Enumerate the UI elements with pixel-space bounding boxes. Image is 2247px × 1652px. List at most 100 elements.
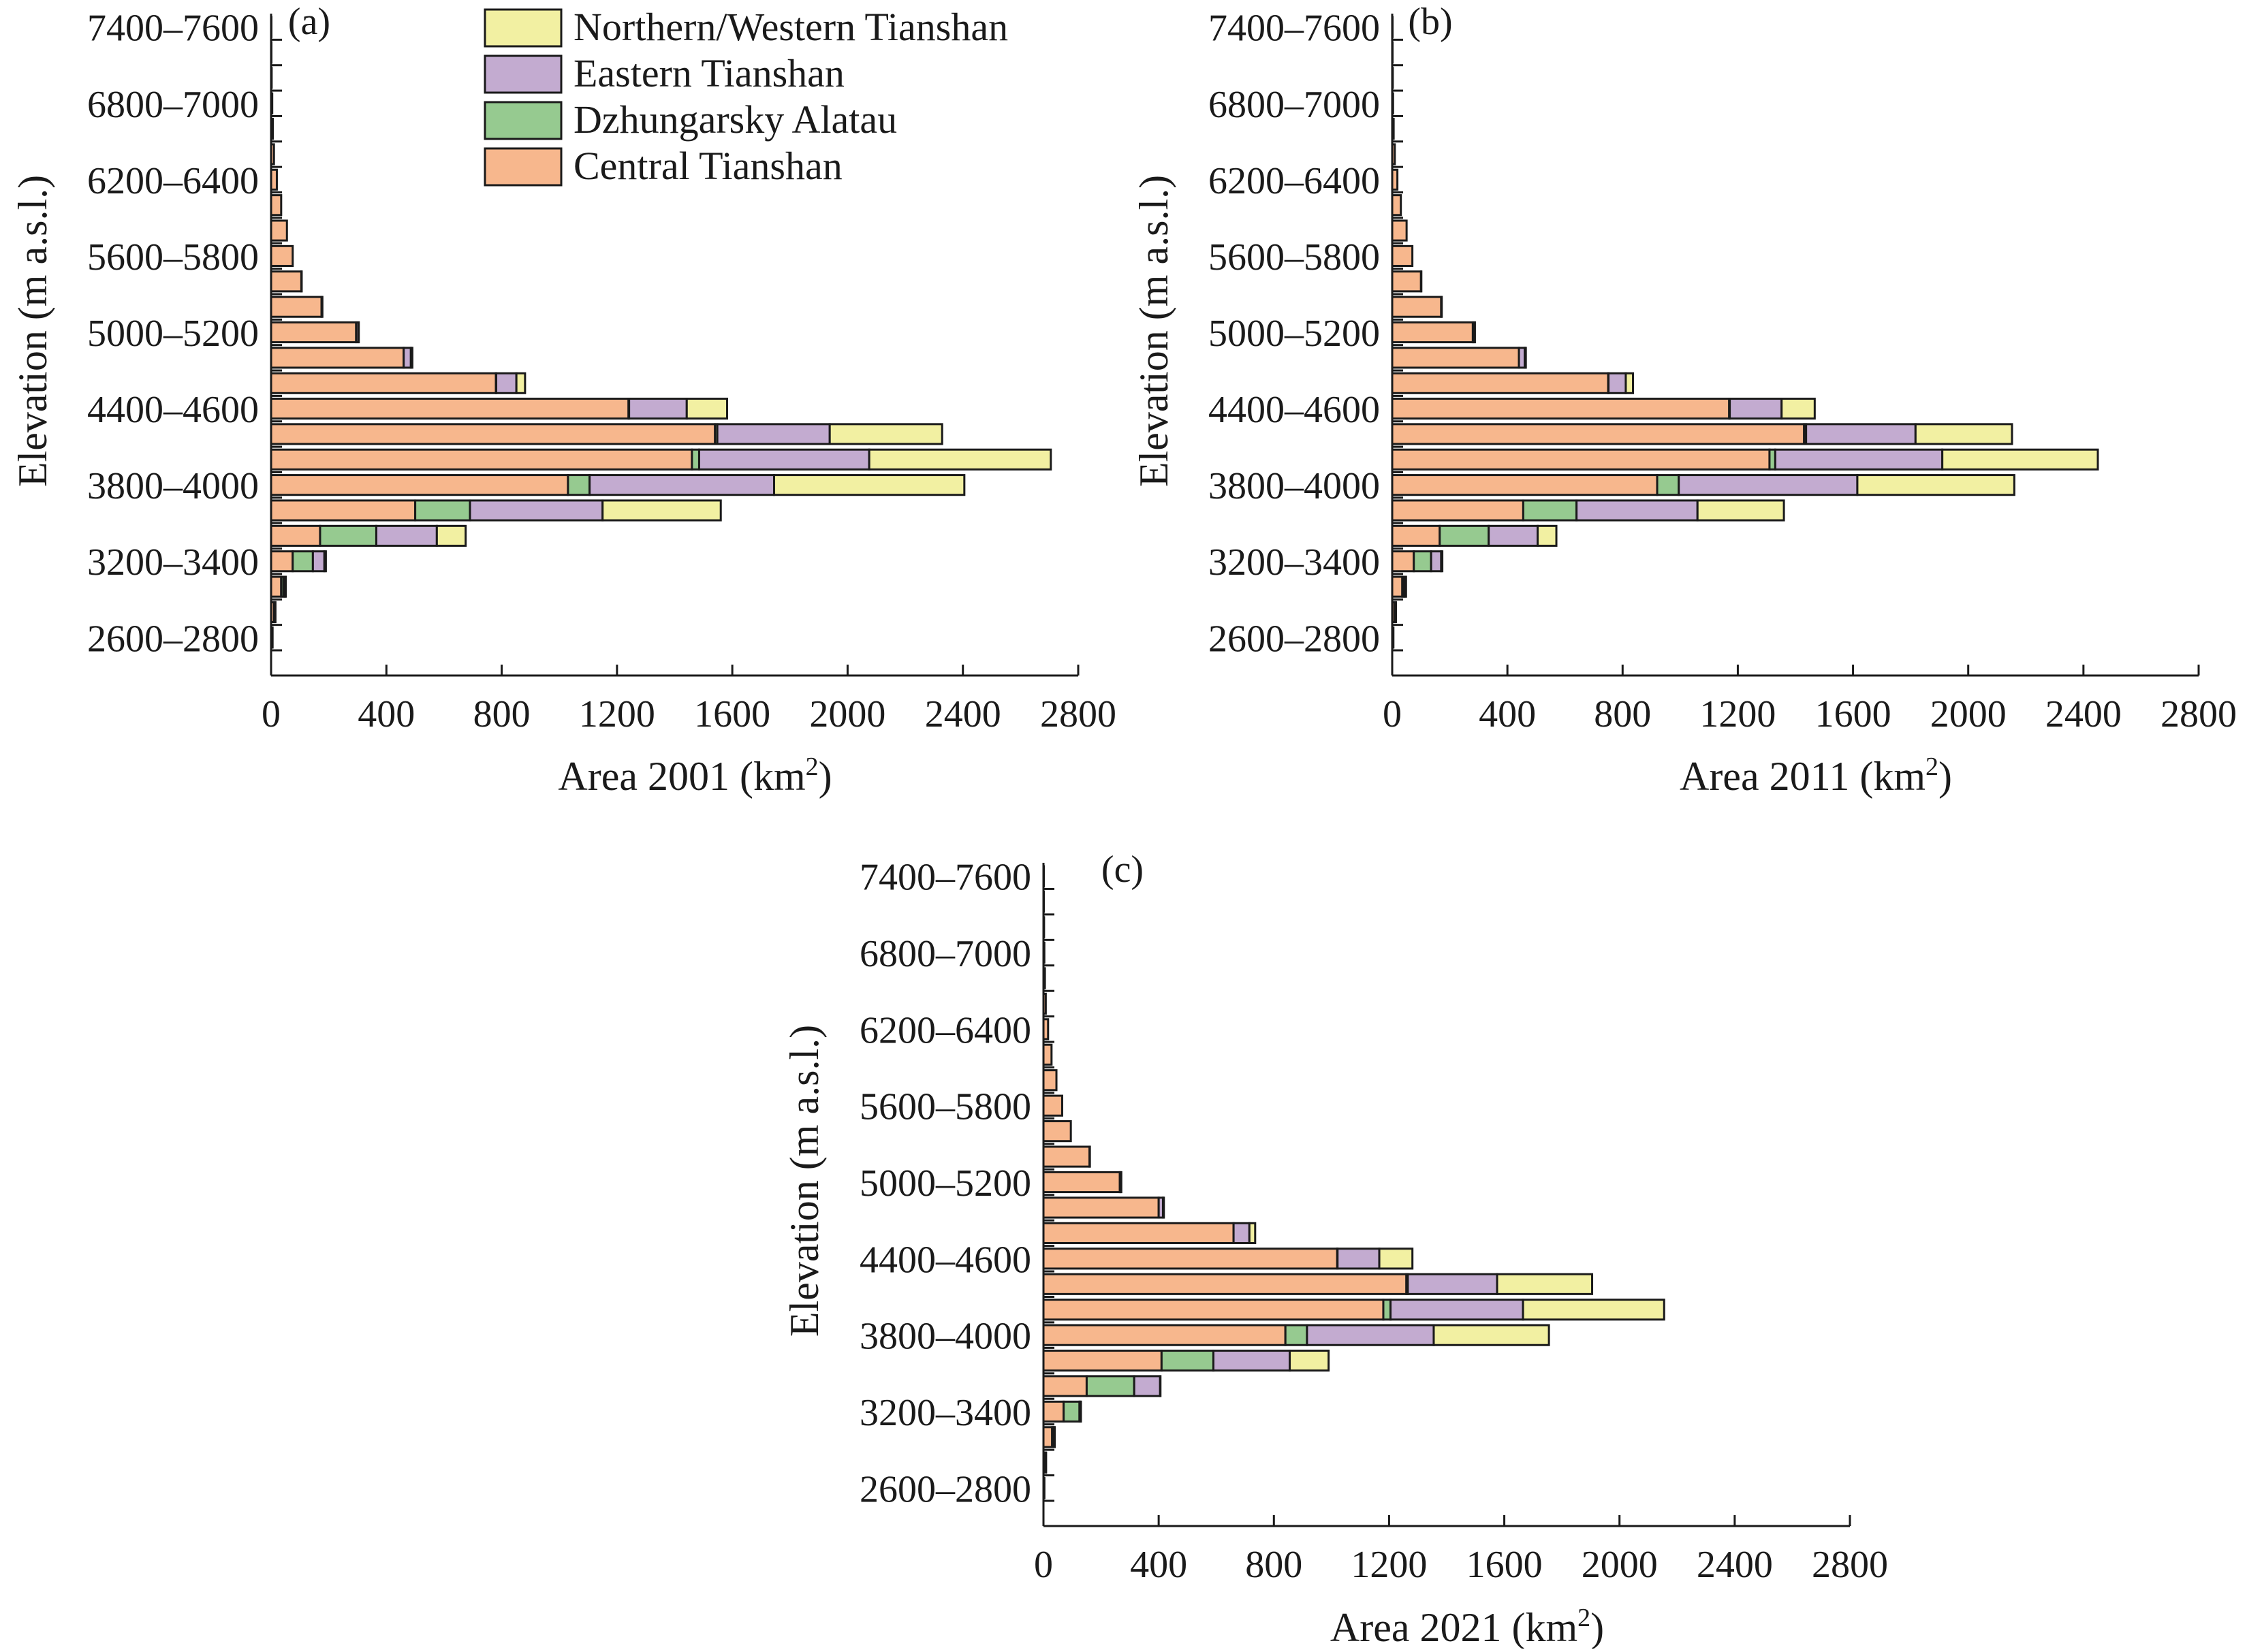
bar-segment — [435, 524, 467, 547]
bar-segment — [1656, 474, 1680, 496]
bar-segment — [1391, 474, 1659, 496]
x-axis-label: Area 2021 (km2) — [1330, 1604, 1604, 1649]
bar-segment — [1391, 575, 1404, 598]
bar-segment — [1914, 423, 2013, 445]
x-axis-label-superscript: 2 — [1926, 752, 1938, 781]
bar-segment — [1382, 1299, 1392, 1321]
bar-segment — [270, 575, 283, 598]
bar-segment — [1042, 1349, 1163, 1372]
x-tick-label: 0 — [262, 693, 281, 735]
bar-segment — [1407, 1273, 1498, 1295]
bar-segment — [1042, 1196, 1160, 1219]
bar-segment — [1042, 1426, 1054, 1448]
bar-segment — [1042, 1299, 1385, 1321]
x-tick-label: 1200 — [1351, 1544, 1427, 1586]
y-tick-label: 6200–6400 — [860, 1009, 1031, 1051]
bar-segment — [1389, 1299, 1524, 1321]
bar-segment — [773, 474, 966, 496]
bar-segment — [270, 270, 302, 293]
bar-segment — [1212, 1349, 1291, 1372]
x-tick-label: 0 — [1383, 693, 1402, 735]
x-axis-label-close: ) — [819, 754, 832, 799]
bar-segment — [1391, 524, 1441, 547]
bar-segment — [1391, 499, 1524, 522]
y-axis-label: Elevation (m a.s.l.) — [1131, 175, 1176, 487]
x-tick-label: 1600 — [694, 693, 770, 735]
bar-segment — [409, 347, 413, 369]
bar-segment — [1042, 1094, 1063, 1117]
x-tick-label: 400 — [1130, 1544, 1187, 1586]
bar-segment — [1678, 474, 1859, 496]
y-tick-label: 2600–2800 — [1208, 618, 1380, 660]
bar-segment — [1575, 499, 1699, 522]
bar-segment — [1391, 244, 1414, 267]
y-tick-label: 3200–3400 — [87, 541, 259, 584]
bar-segment — [691, 448, 700, 471]
bar-segment — [270, 499, 417, 522]
bar-segment — [1488, 524, 1539, 547]
bar-segment — [1404, 575, 1407, 598]
bar-segment — [1440, 296, 1443, 318]
bar-segment — [270, 244, 294, 267]
bar-segment — [1042, 1171, 1121, 1194]
bar-segment — [1042, 1069, 1058, 1092]
bar-segment — [1336, 1248, 1381, 1270]
x-tick-label: 2000 — [1930, 693, 2007, 735]
y-tick-label: 6200–6400 — [1208, 160, 1380, 202]
bar-segment — [1440, 550, 1444, 573]
bar-segment — [319, 524, 377, 547]
bar-segment — [1391, 347, 1520, 369]
bar-segment — [868, 448, 1052, 471]
bar-segment — [1696, 499, 1785, 522]
bar-segment — [1391, 372, 1609, 394]
legend-label-dz: Dzhungarsky Alatau — [573, 97, 897, 142]
bar-segment — [1042, 1400, 1065, 1423]
legend-label-central: Central Tianshan — [573, 144, 843, 188]
bar-segment — [270, 524, 321, 547]
bar-segment — [1391, 321, 1474, 344]
bar-segment — [1232, 1222, 1251, 1244]
x-tick-label: 2800 — [1040, 693, 1116, 735]
bar-segment — [588, 474, 776, 496]
bar-segment — [274, 601, 277, 624]
y-tick-label: 3800–4000 — [860, 1316, 1031, 1358]
bar-segment — [357, 321, 360, 344]
bar-segment — [1780, 398, 1816, 420]
x-axis-label-superscript: 2 — [806, 752, 819, 781]
y-tick-label: 5000–5200 — [860, 1162, 1031, 1205]
bar-segment — [1856, 474, 2015, 496]
y-tick-label: 3200–3400 — [1208, 541, 1380, 584]
panel-label: (b) — [1408, 1, 1452, 43]
bar-segment — [1524, 347, 1527, 369]
x-tick-label: 1600 — [1815, 693, 1891, 735]
bar-segment — [414, 499, 471, 522]
bar-segment — [284, 575, 287, 598]
bar-segment — [1042, 1375, 1088, 1397]
bar-segment — [1522, 1299, 1665, 1321]
panel-label: (c) — [1101, 848, 1144, 891]
y-axis-label: Elevation (m a.s.l.) — [10, 175, 55, 487]
bar-segment — [1042, 1248, 1338, 1270]
bar-segment — [601, 499, 722, 522]
bar-segment — [1042, 1324, 1287, 1346]
x-tick-label: 1200 — [1699, 693, 1776, 735]
bars-group — [1042, 865, 1665, 1499]
legend-swatch-central — [484, 147, 563, 187]
x-tick-label: 2400 — [2045, 693, 2122, 735]
bar-segment — [495, 372, 518, 394]
bar-segment — [469, 499, 604, 522]
x-tick-label: 2000 — [809, 693, 885, 735]
x-tick-label: 2000 — [1582, 1544, 1658, 1586]
bar-segment — [311, 550, 326, 573]
x-tick-label: 400 — [1479, 693, 1536, 735]
chart-panel-3: 0 400 800 1200 1600 2000 2400 2800 7400–7600 6800… — [782, 848, 1888, 1650]
bar-segment — [1391, 550, 1415, 573]
x-tick-label: 0 — [1034, 1544, 1053, 1586]
y-tick-label: 2600–2800 — [87, 618, 259, 660]
bar-segment — [1522, 499, 1578, 522]
bar-segment — [1053, 1426, 1056, 1448]
y-tick-label: 3200–3400 — [860, 1392, 1031, 1434]
bar-segment — [292, 550, 314, 573]
